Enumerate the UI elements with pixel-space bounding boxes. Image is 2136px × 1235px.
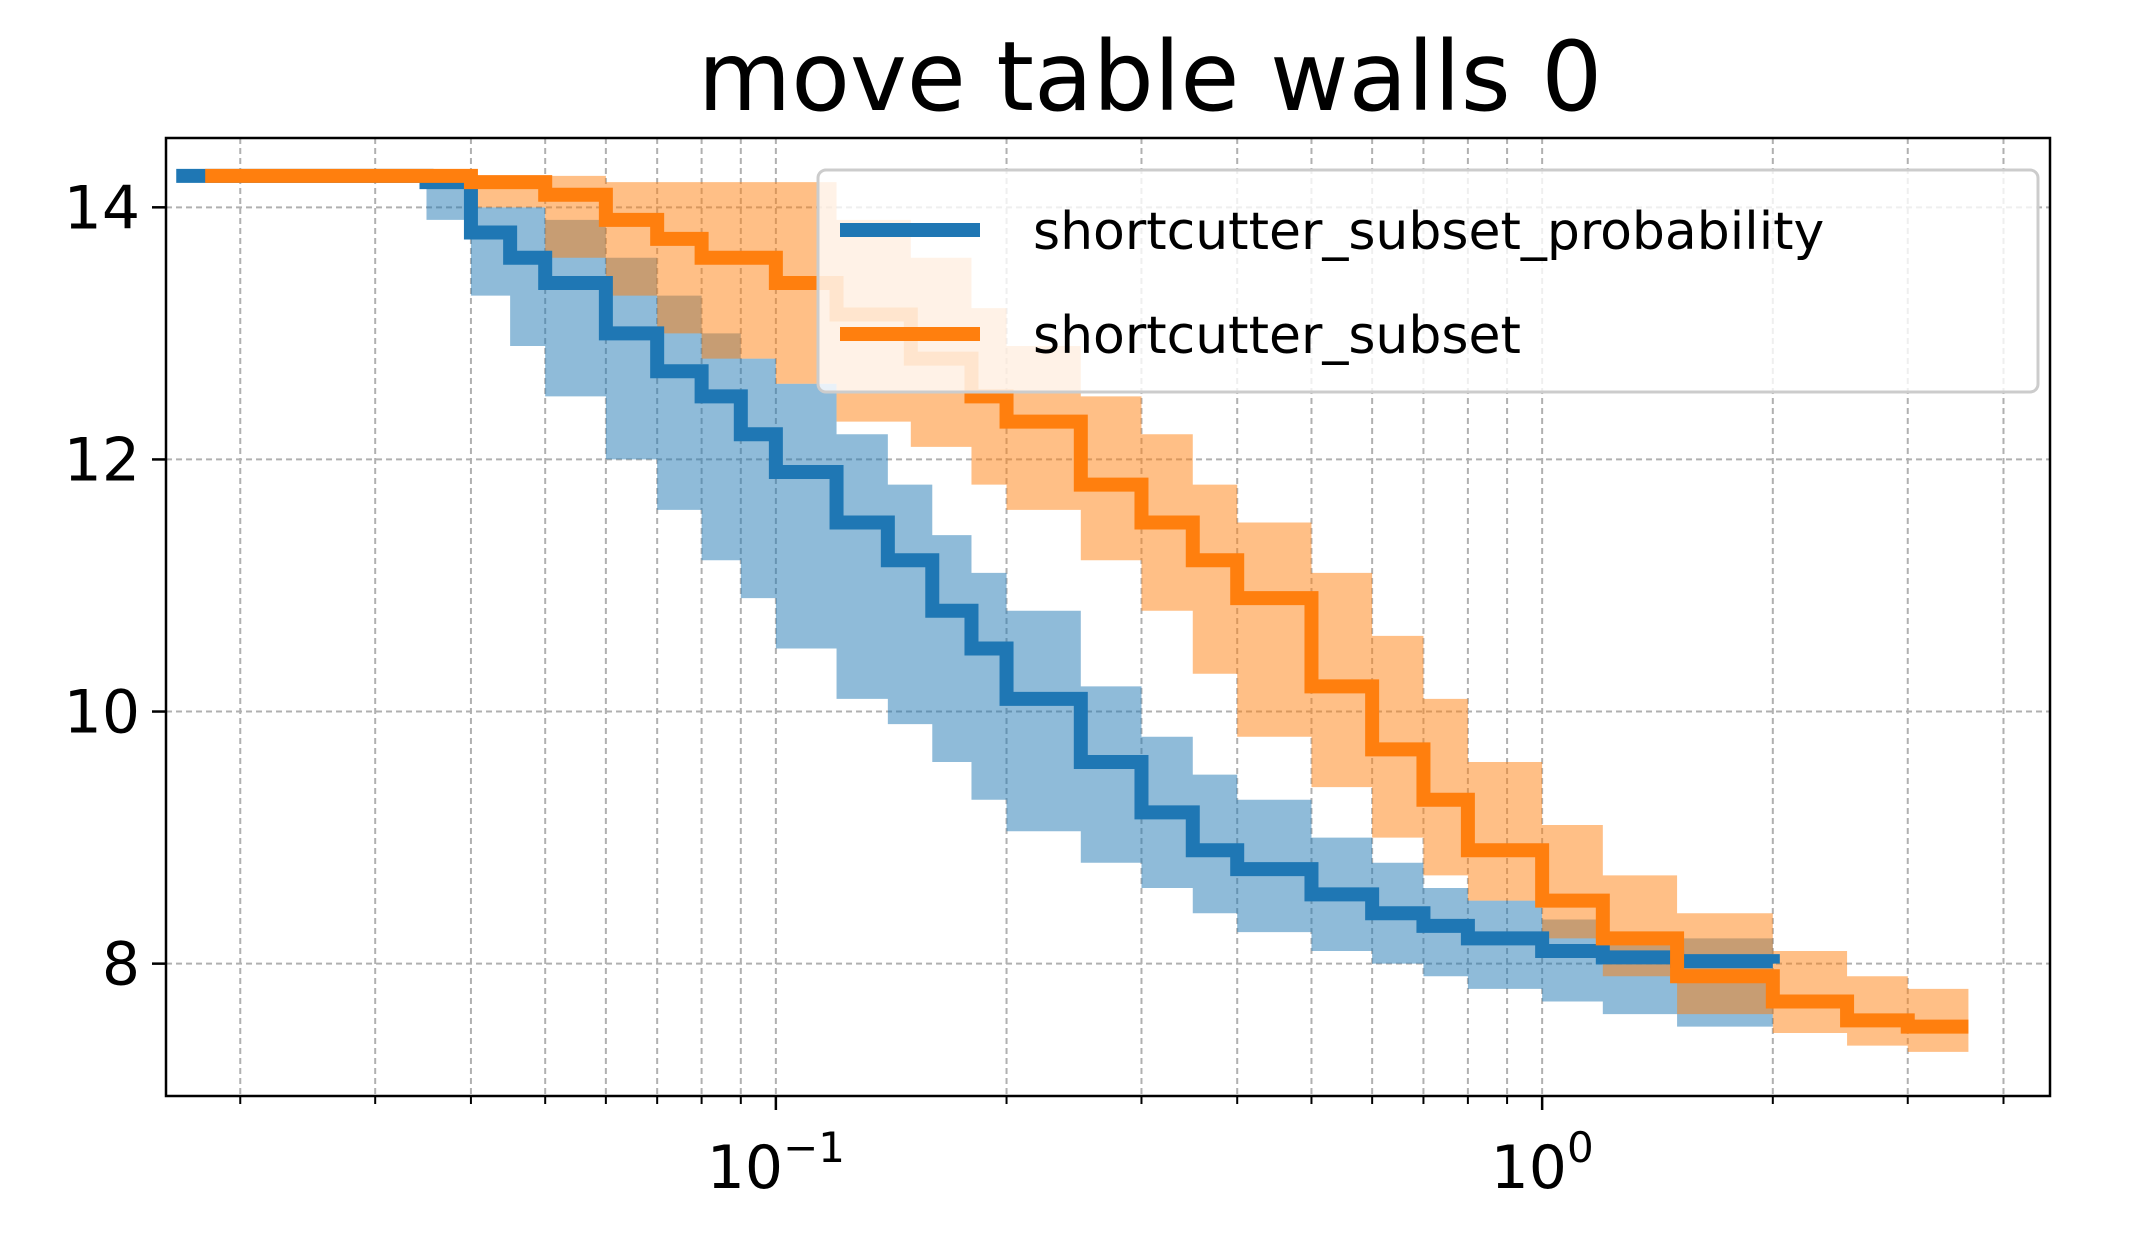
plot-frame — [164, 136, 2052, 1098]
y-tick-label: 12 — [64, 425, 140, 495]
band-shortcutter_subset — [205, 175, 1969, 1052]
legend-label-shortcutter_subset: shortcutter_subset — [1033, 306, 1521, 366]
x-tick-label: 10−1 — [707, 1123, 845, 1203]
line-shortcutter_subset — [205, 168, 1969, 1034]
y-tick-label: 10 — [64, 678, 140, 748]
line-layer — [176, 168, 1969, 1034]
y-tick-label: 14 — [64, 173, 140, 243]
legend-box — [816, 168, 2040, 394]
chart-title: move table walls 0 — [698, 21, 1603, 133]
x-tick-label: 100 — [1491, 1123, 1594, 1203]
line-shortcutter_subset_probability — [176, 168, 1780, 969]
legend: shortcutter_subset_probability shortcutte… — [816, 168, 2040, 394]
y-tick-label: 8 — [102, 930, 140, 1000]
tick-layer: 8 10 12 14 10−1 100 — [64, 173, 2005, 1203]
legend-label-shortcutter_subset_probability: shortcutter_subset_probability — [1033, 202, 1824, 262]
